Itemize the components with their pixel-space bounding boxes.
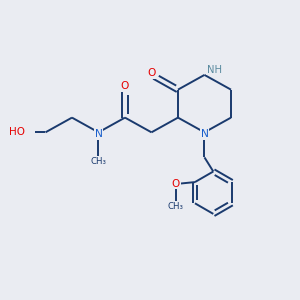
Text: HO: HO [9, 127, 25, 137]
Text: CH₃: CH₃ [168, 202, 184, 211]
Text: O: O [147, 68, 156, 78]
Text: O: O [172, 178, 180, 189]
Text: N: N [200, 129, 208, 139]
Text: O: O [121, 81, 129, 91]
Text: NH: NH [207, 64, 222, 75]
Text: CH₃: CH₃ [91, 157, 106, 166]
Text: N: N [94, 129, 102, 139]
